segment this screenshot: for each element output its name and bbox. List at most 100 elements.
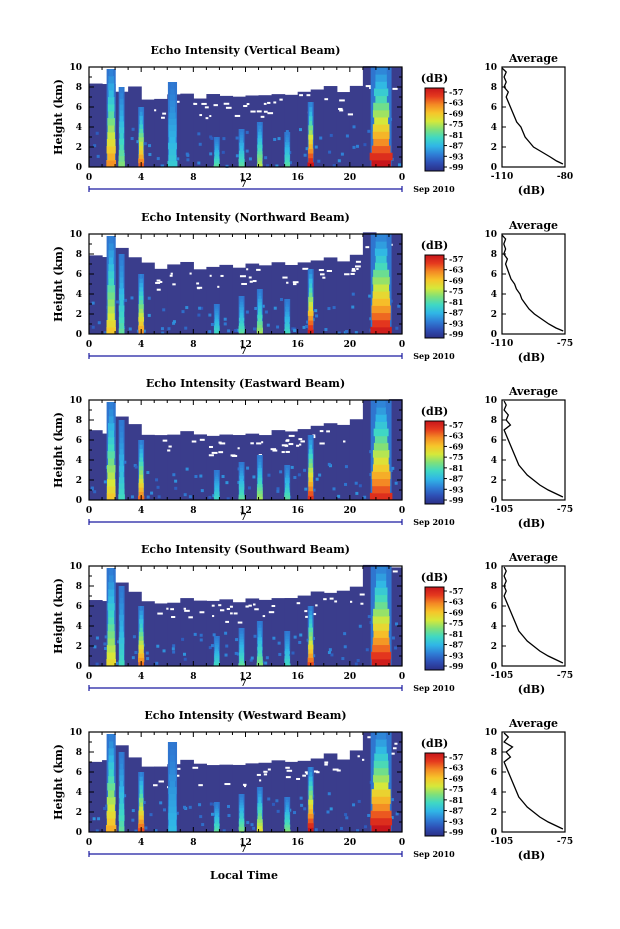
no-data-gap <box>201 102 207 105</box>
convective-event <box>213 636 220 667</box>
event-cell <box>139 299 144 305</box>
echo-speckle <box>144 826 148 830</box>
echo-speckle <box>104 635 108 639</box>
echo-speckle <box>181 637 185 641</box>
echo-speckle <box>314 145 318 149</box>
echo-speckle <box>254 306 258 310</box>
event-cell <box>168 142 177 150</box>
average-x-label: (dB) <box>518 351 545 364</box>
echo-speckle <box>356 658 360 662</box>
echo-speckle <box>265 164 269 168</box>
no-data-gap <box>305 615 311 618</box>
event-cell <box>119 144 124 151</box>
no-data-gap <box>343 440 346 443</box>
colorbar-tick-label: -69 <box>449 441 464 451</box>
echo-speckle <box>250 823 254 827</box>
echo-speckle <box>330 653 334 657</box>
no-data-gap <box>209 115 212 118</box>
convective-event <box>238 794 245 833</box>
no-data-gap <box>296 602 301 605</box>
echo-speckle <box>252 475 256 479</box>
no-data-gap <box>157 612 163 615</box>
no-data-gap <box>268 611 275 614</box>
echo-speckle <box>93 144 97 148</box>
convective-event <box>256 621 264 667</box>
no-data-gap <box>281 444 288 447</box>
event-cell <box>139 614 143 620</box>
event-cell <box>256 822 263 827</box>
echo-speckle <box>344 482 348 486</box>
event-cell <box>239 301 244 305</box>
echo-speckle <box>148 152 152 156</box>
event-cell <box>374 753 389 762</box>
event-cell <box>214 659 220 663</box>
event-cell <box>257 131 262 136</box>
event-cell <box>309 623 313 628</box>
event-cell <box>239 794 244 798</box>
event-cell <box>370 817 393 826</box>
event-cell <box>258 787 262 791</box>
event-cell <box>215 802 219 805</box>
echo-speckle <box>250 656 254 660</box>
event-cell <box>308 627 313 633</box>
event-cell <box>107 472 115 480</box>
echo-speckle <box>247 486 251 490</box>
average-x-tick-label: -110 <box>491 339 514 349</box>
event-cell <box>284 824 291 828</box>
clear-air-column <box>336 92 351 167</box>
average-y-tick-label: 6 <box>491 103 497 113</box>
echo-speckle <box>132 635 136 639</box>
event-cell <box>308 776 313 782</box>
echo-speckle <box>271 802 275 806</box>
event-cell <box>108 416 114 424</box>
clear-air-column <box>219 95 234 167</box>
clear-air-column <box>271 598 286 666</box>
event-cell <box>309 435 313 441</box>
date-label: Sep 2010 <box>413 683 455 693</box>
event-cell <box>107 132 115 140</box>
echo-speckle <box>156 157 160 161</box>
y-tick-label: 4 <box>76 456 82 466</box>
event-cell <box>169 112 176 119</box>
echo-speckle <box>273 306 277 310</box>
convective-event <box>370 732 393 833</box>
event-cell <box>308 476 313 482</box>
echo-speckle <box>315 477 319 481</box>
event-cell <box>239 134 244 138</box>
echo-speckle <box>293 329 297 333</box>
event-cell <box>168 148 177 156</box>
echo-speckle <box>103 480 107 484</box>
event-cell <box>285 134 289 138</box>
echo-speckle <box>276 487 280 491</box>
average-x-tick-label: -80 <box>557 172 573 182</box>
panel-title: Echo Intensity (Vertical Beam) <box>150 44 340 57</box>
event-cell <box>238 325 245 330</box>
panel-2: Echo Intensity (Northward Beam) 0 2 4 6 8 10 0 4… <box>52 211 573 364</box>
event-cell <box>169 767 176 775</box>
echo-speckle <box>209 802 213 806</box>
event-cell <box>239 660 244 664</box>
echo-speckle <box>208 313 212 317</box>
event-cell <box>308 292 313 298</box>
echo-speckle <box>147 313 151 317</box>
echo-speckle <box>200 489 204 493</box>
event-cell <box>106 825 117 833</box>
no-data-gap <box>300 440 305 443</box>
no-data-gap <box>292 281 299 284</box>
clear-air-column <box>245 95 260 167</box>
event-cell <box>169 793 176 801</box>
event-cell <box>170 88 175 95</box>
event-cell <box>215 470 219 473</box>
event-cell <box>257 150 263 155</box>
colorbar-tick-label: -99 <box>449 495 464 505</box>
echo-speckle <box>293 476 297 480</box>
event-cell <box>371 145 391 154</box>
event-cell <box>138 797 144 803</box>
event-cell <box>373 269 390 278</box>
event-cell <box>375 255 387 264</box>
event-cell <box>138 657 145 663</box>
event-cell <box>239 804 244 809</box>
event-cell <box>285 314 290 317</box>
event-cell <box>119 138 125 145</box>
no-data-gap <box>288 443 294 446</box>
